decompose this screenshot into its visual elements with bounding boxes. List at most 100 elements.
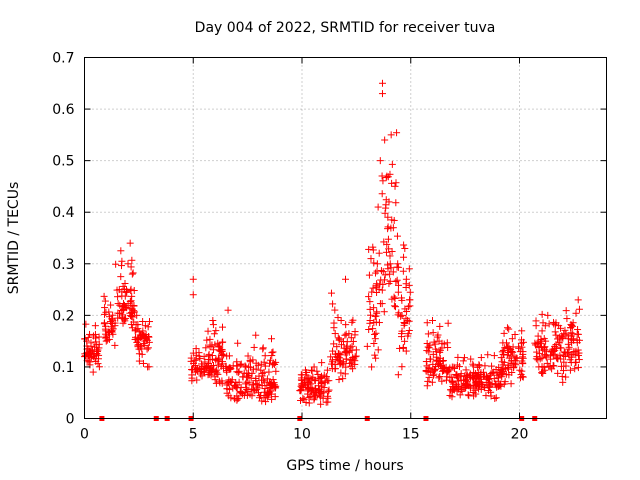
data-point [454,353,462,361]
data-point [225,377,233,385]
data-point [366,298,374,306]
data-point [423,362,431,370]
data-point [477,354,485,362]
data-point [370,259,378,267]
data-point [316,391,324,399]
data-point [560,348,568,356]
data-point [400,321,408,329]
data-point [399,267,407,275]
data-point [129,313,137,321]
data-point [542,352,550,360]
data-point [543,347,551,355]
data-point [368,363,376,371]
data-point [430,366,438,374]
data-point [382,204,390,212]
data-point [203,336,211,344]
data-point [405,317,413,325]
data-point [501,378,509,386]
data-point [442,376,450,384]
data-point [491,394,499,402]
data-point [134,341,142,349]
data-point [469,360,477,368]
data-point [206,335,214,343]
y-tick-label: 0.5 [52,154,74,170]
data-point [518,343,526,351]
data-point [372,329,380,337]
data-point [339,361,347,369]
data-point [475,361,483,369]
data-point [371,335,379,343]
data-point [310,396,318,404]
data-point [545,320,553,328]
data-point [337,341,345,349]
data-point [205,352,213,360]
data-point [572,358,580,366]
data-point [85,352,93,360]
data-point [233,358,241,366]
data-point [335,357,343,365]
data-point [423,347,431,355]
data-point [444,319,452,327]
data-point [561,349,569,357]
data-point [317,400,325,408]
data-point [424,330,432,338]
data-point [193,376,201,384]
data-point [335,376,343,384]
data-point [89,353,97,361]
data-point [120,306,128,314]
data-point [101,304,109,312]
data-point [349,365,357,373]
data-point [249,381,257,389]
data-point [541,322,549,330]
data-point [266,356,274,364]
data-point [214,354,222,362]
data-point [329,300,337,308]
data-point [423,339,431,347]
data-point [101,297,109,305]
data-point [114,293,122,301]
data-point [259,344,267,352]
data-point [334,314,342,322]
data-point [271,393,279,401]
data-point [477,375,485,383]
data-point [484,381,492,389]
data-point [404,303,412,311]
y-tick-label: 0.1 [52,360,74,376]
data-point [201,358,209,366]
data-point [556,344,564,352]
data-point [260,376,268,384]
data-point [383,240,391,248]
data-point [448,377,456,385]
data-point [265,389,273,397]
data-point [191,368,199,376]
data-point [538,310,546,318]
data-point [439,357,447,365]
data-point [109,325,117,333]
data-point [369,284,377,292]
data-point [303,380,311,388]
data-point [516,374,524,382]
data-point [222,367,230,375]
data-point [562,373,570,381]
data-point [467,355,475,363]
data-point [382,174,390,182]
data-point [405,281,413,289]
data-point [490,352,498,360]
data-point [385,245,393,253]
data-point [551,328,559,336]
data-point [538,327,546,335]
data-point [551,346,559,354]
data-point [119,282,127,290]
data-point [91,322,99,330]
data-point [515,344,523,352]
data-point [559,378,567,386]
data-point [248,385,256,393]
data-point [115,286,123,294]
data-point [381,209,389,217]
y-tick-label: 0.4 [52,205,74,221]
data-point [459,357,467,365]
data-point [297,396,305,404]
data-point [144,363,152,371]
data-point [466,372,474,380]
data-point [192,345,200,353]
